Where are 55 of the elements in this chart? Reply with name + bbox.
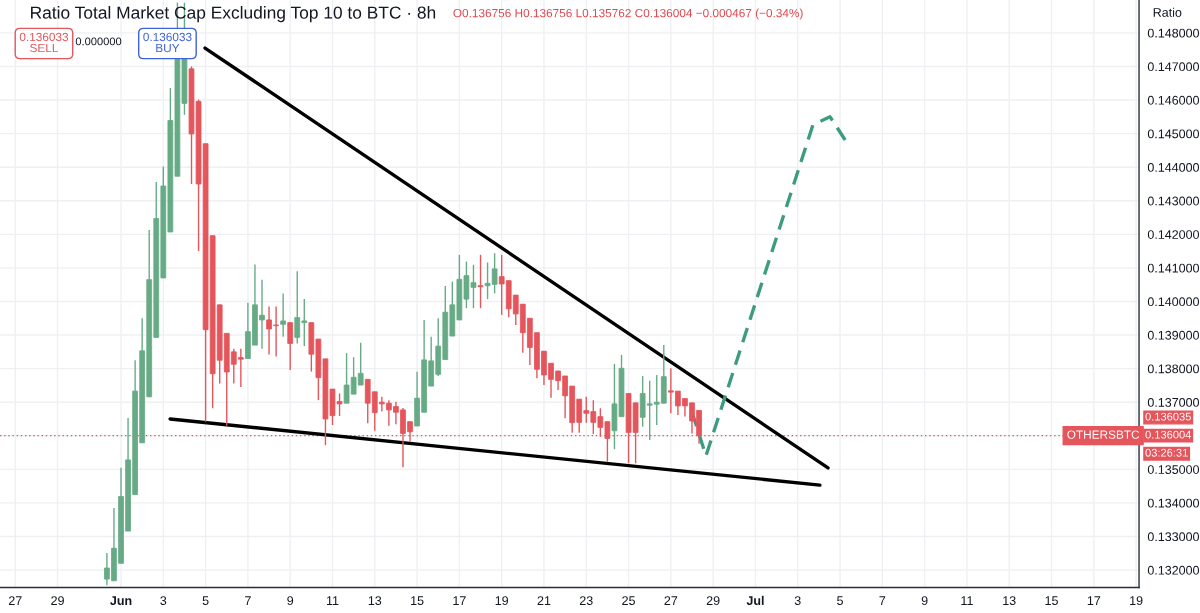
x-tick-label: 21	[537, 596, 551, 605]
x-tick-label: 17	[453, 596, 466, 605]
x-tick-label: 29	[706, 596, 720, 606]
x-tick-label: 7	[245, 596, 251, 605]
y-axis-title: Ratio	[1153, 7, 1182, 17]
candlestick	[287, 321, 294, 371]
y-tick-label: 0.142000	[1147, 230, 1200, 239]
x-tick-label: 13	[368, 596, 382, 606]
x-tick-label: 5	[837, 596, 843, 606]
y-tick-label: 0.147000	[1147, 62, 1200, 72]
x-tick-label: 27	[8, 596, 22, 605]
x-tick-label: Jul	[746, 595, 764, 606]
x-tick-label: 15	[1045, 596, 1058, 606]
x-tick-label: 5	[202, 596, 209, 606]
text: 0.136035	[1145, 412, 1191, 421]
candlestick	[280, 292, 286, 338]
x-tick-label: 29	[51, 596, 64, 606]
y-tick-label: 0.143000	[1147, 196, 1200, 206]
y-tick-label: 0.138000	[1147, 364, 1200, 374]
x-tick-label: 3	[160, 596, 167, 606]
x-tick-label: 11	[326, 596, 339, 605]
y-tick-label: 0.139000	[1147, 330, 1200, 340]
y-tick-label: 0.140000	[1147, 297, 1200, 307]
y-tick-label: 0.148000	[1147, 28, 1200, 38]
x-tick-label: 17	[1087, 596, 1101, 605]
x-tick-label: 15	[411, 596, 424, 606]
x-tick-label: 3	[794, 596, 801, 606]
y-tick-label: 0.146000	[1147, 95, 1200, 105]
y-tick-label: 0.145000	[1147, 129, 1200, 139]
annotation: OTHERSBTC	[1067, 430, 1140, 439]
x-tick-label: 11	[961, 596, 973, 605]
y-tick-label: 0.132000	[1147, 565, 1200, 575]
y-tick-label: 0.137000	[1147, 397, 1200, 407]
x-tick-label: 23	[579, 596, 593, 606]
y-tick-label: 0.133000	[1147, 532, 1200, 542]
candlestick	[477, 254, 484, 309]
x-tick-label: 7	[879, 596, 886, 605]
x-tick-label: 9	[921, 596, 928, 606]
text: 03:26:31	[1145, 448, 1188, 457]
x-tick-label: 19	[1130, 596, 1143, 606]
annotation: O0.136756 H0.136756 L0.135762 C0.136004 −0.000467 (−0.34%)	[453, 8, 803, 20]
x-tick-label: Jun	[110, 596, 132, 606]
annotation: 0.000000	[75, 37, 122, 46]
y-tick-label: 0.144000	[1147, 162, 1200, 172]
y-tick-label: 0.141000	[1147, 263, 1200, 273]
x-tick-label: 19	[495, 596, 509, 606]
y-tick-label: 0.134000	[1147, 498, 1200, 508]
ref-line-label: 0.136004	[1145, 430, 1192, 439]
x-tick-label: 27	[664, 596, 678, 605]
x-tick-label: 13	[1003, 596, 1016, 606]
y-tick-label: 0.135000	[1147, 465, 1200, 474]
annotation: 0.136033 SELL	[19, 32, 69, 53]
x-tick-label: 25	[622, 596, 635, 606]
x-tick-label: 9	[287, 596, 294, 606]
annotation: 0.136033 BUY	[143, 32, 192, 53]
